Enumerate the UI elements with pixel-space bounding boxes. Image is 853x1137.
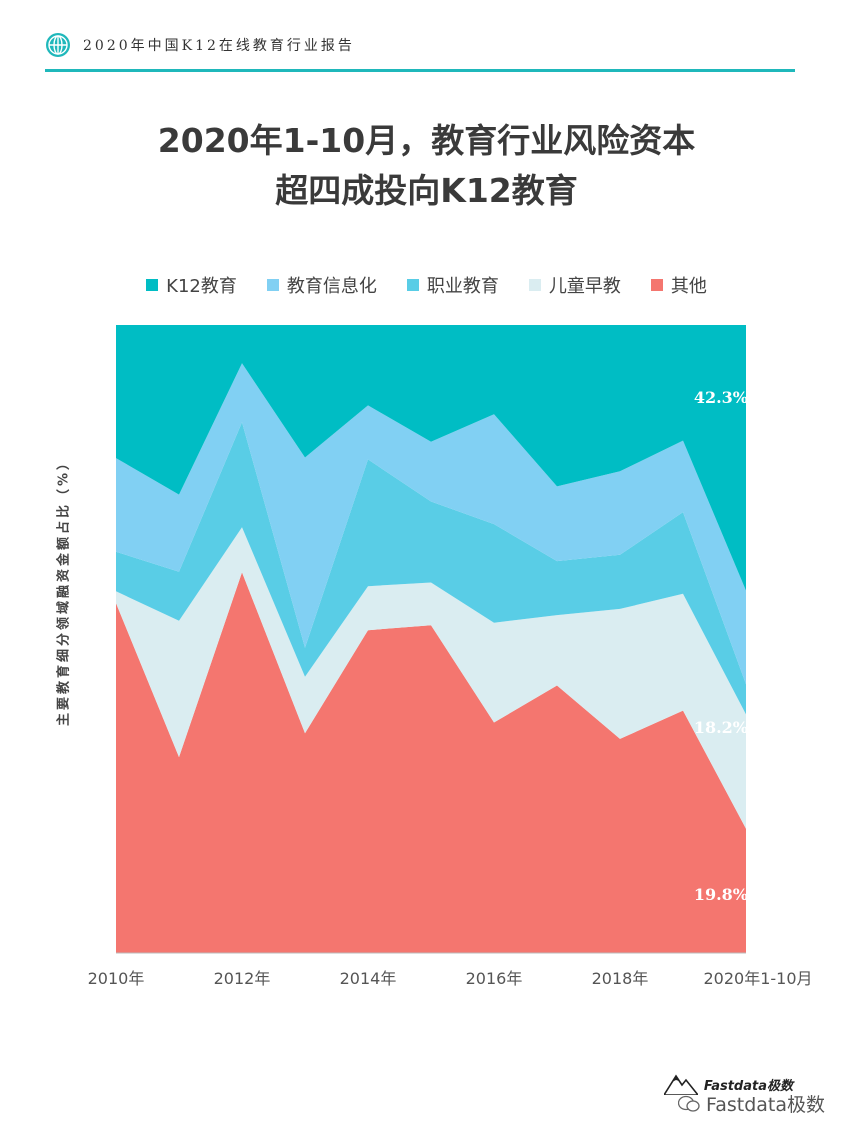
legend-item-info: 教育信息化 — [266, 272, 377, 298]
report-title: 2020年中国K12在线教育行业报告 — [83, 38, 355, 54]
legend-swatch-info — [266, 279, 279, 291]
x-tick-label: 2016年 — [466, 969, 523, 988]
mountain-logo-icon — [663, 1074, 698, 1095]
legend-swatch-vocational — [406, 279, 419, 291]
chart-title-line2: 超四成投向K12教育 — [275, 171, 578, 210]
wechat-watermark: Fastdata极数 — [678, 1090, 825, 1117]
globe-icon — [46, 33, 70, 57]
stacked-area-chart: 2010年 2012年 2014年 2016年 2018年 2020年1-10月 42.3… — [88, 325, 813, 988]
legend-label-other: 其他 — [670, 276, 707, 297]
chart-legend: K12教育 教育信息化 职业教育 儿童早教 其他 — [0, 272, 853, 298]
wechat-icon — [678, 1095, 700, 1112]
brand-logo: Fastdata极数 — [663, 1073, 793, 1095]
legend-swatch-other — [650, 279, 663, 291]
brand-logo-text: Fastdata极数 — [703, 1078, 793, 1094]
x-tick-label: 2018年 — [592, 969, 649, 988]
legend-item-early: 儿童早教 — [528, 272, 621, 298]
data-label-other: 19.8% — [694, 885, 748, 904]
header-divider — [45, 69, 795, 72]
legend-label-k12: K12教育 — [166, 276, 237, 297]
legend-item-k12: K12教育 — [146, 272, 237, 298]
report-header: 2020年中国K12在线教育行业报告 — [45, 32, 355, 58]
legend-label-early: 儿童早教 — [548, 276, 621, 297]
legend-item-vocational: 职业教育 — [406, 272, 499, 298]
legend-swatch-early — [528, 279, 541, 291]
chart-title-line1: 2020年1-10月，教育行业风险资本 — [157, 121, 696, 160]
x-tick-label: 2012年 — [214, 969, 271, 988]
legend-label-info: 教育信息化 — [286, 276, 377, 297]
area-early — [116, 527, 746, 829]
x-axis: 2010年 2012年 2014年 2016年 2018年 2020年1-10月 — [88, 952, 813, 988]
watermark-text: Fastdata极数 — [706, 1094, 825, 1116]
x-tick-label: 2014年 — [340, 969, 397, 988]
legend-swatch-k12 — [146, 279, 159, 291]
x-tick-label: 2010年 — [88, 969, 145, 988]
legend-label-vocational: 职业教育 — [426, 276, 499, 297]
data-label-early: 18.2% — [694, 718, 748, 737]
chart-title: 2020年1-10月，教育行业风险资本 超四成投向K12教育 — [0, 116, 853, 216]
area-k12 — [116, 325, 746, 591]
area-info — [116, 363, 746, 685]
data-labels: 42.3% 18.2% 19.8% — [694, 388, 748, 904]
area-other — [116, 572, 746, 953]
x-tick-label: 2020年1-10月 — [703, 969, 812, 988]
chart-areas — [116, 325, 746, 953]
legend-item-other: 其他 — [650, 272, 707, 298]
data-label-k12: 42.3% — [694, 388, 748, 407]
area-vocational — [116, 422, 746, 715]
